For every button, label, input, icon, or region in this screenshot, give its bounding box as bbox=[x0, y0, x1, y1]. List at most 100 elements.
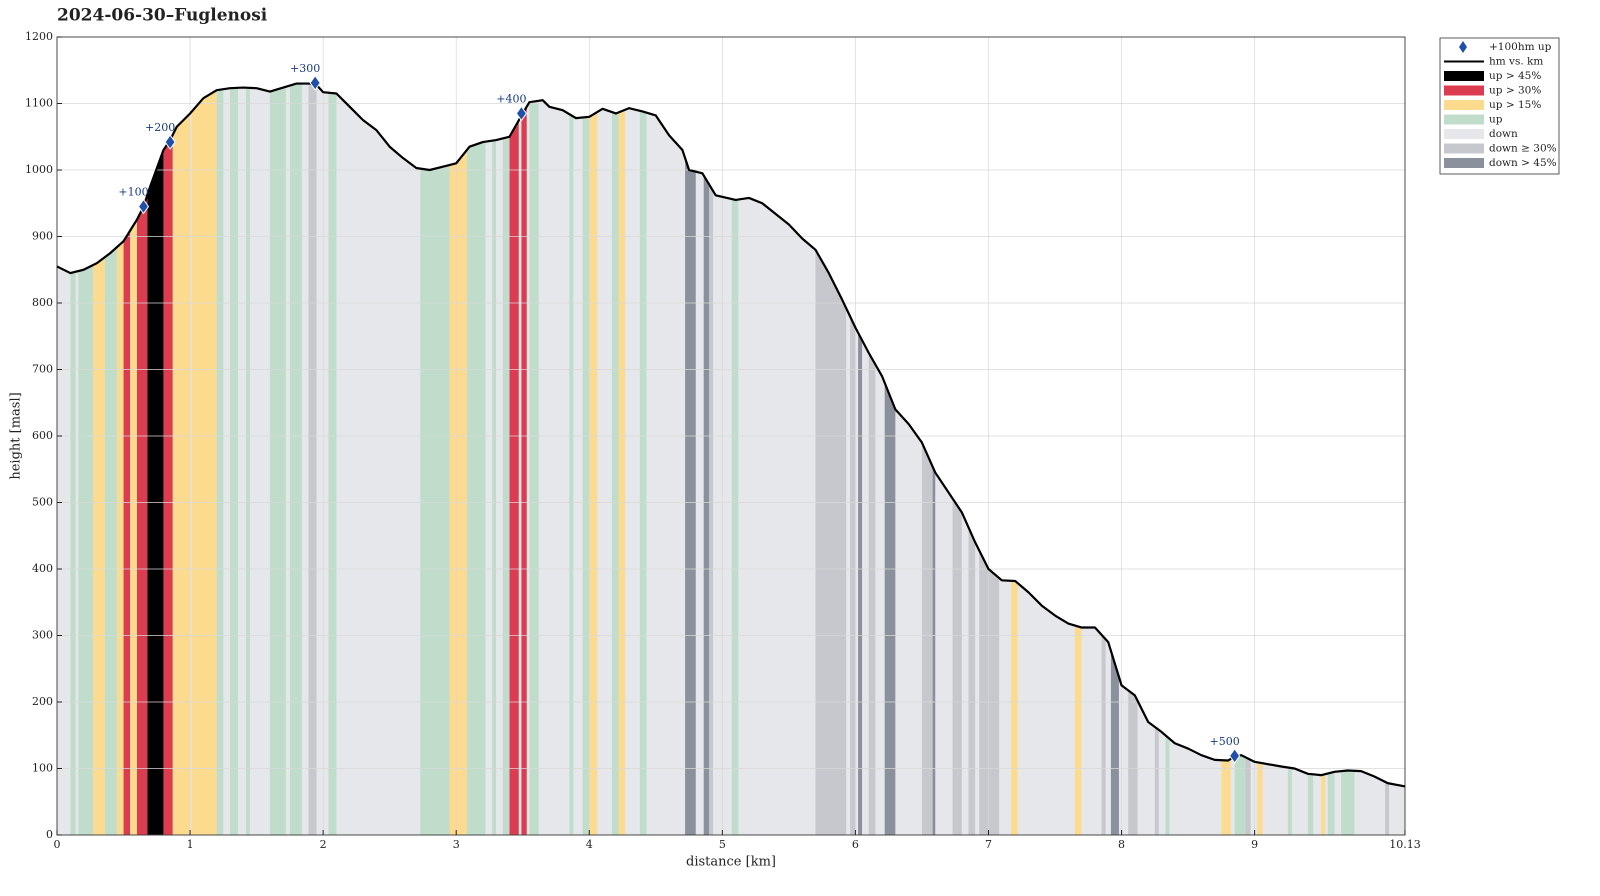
x-tick-label: 6 bbox=[852, 838, 859, 851]
zone-band bbox=[289, 83, 302, 835]
legend-swatch bbox=[1444, 85, 1484, 96]
zone-band bbox=[868, 83, 876, 835]
zone-band bbox=[639, 83, 647, 835]
legend-marker bbox=[1459, 41, 1467, 53]
zone-band bbox=[703, 83, 710, 835]
x-axis-label: distance [km] bbox=[686, 855, 776, 870]
zone-band bbox=[172, 83, 191, 835]
zone-band bbox=[308, 83, 317, 835]
plot-frame bbox=[56, 36, 1406, 836]
zone-band bbox=[466, 83, 486, 835]
legend-swatch bbox=[1444, 100, 1484, 110]
y-tick-label: 1100 bbox=[25, 97, 53, 110]
zone-band bbox=[502, 83, 510, 835]
y-tick-label: 600 bbox=[32, 429, 53, 442]
hm-marker-label: +100 bbox=[118, 186, 148, 199]
zone-band bbox=[92, 83, 105, 835]
y-tick-label: 100 bbox=[32, 762, 53, 775]
zone-band bbox=[123, 83, 131, 835]
zone-band bbox=[685, 83, 696, 835]
y-tick-label: 0 bbox=[46, 828, 53, 841]
zone-band bbox=[509, 83, 519, 835]
y-tick-label: 500 bbox=[32, 496, 53, 509]
x-tick-label: 10.13 bbox=[1389, 838, 1421, 851]
zone-band bbox=[147, 83, 164, 835]
hm-marker bbox=[137, 198, 150, 215]
zone-band bbox=[245, 83, 250, 835]
legend-label: up > 45% bbox=[1489, 70, 1541, 82]
x-tick-label: 8 bbox=[1118, 838, 1125, 851]
zone-band bbox=[191, 83, 217, 835]
x-tick-label: 4 bbox=[586, 838, 593, 851]
zone-band bbox=[420, 83, 450, 835]
zone-band bbox=[709, 83, 714, 835]
profile-line bbox=[56, 82, 1406, 788]
zone-band bbox=[130, 83, 137, 835]
legend-label: down ≥ 30% bbox=[1489, 143, 1557, 155]
x-tick-label: 7 bbox=[985, 838, 992, 851]
hm-marker-label: +200 bbox=[145, 121, 175, 134]
zone-band bbox=[731, 83, 739, 835]
zone-band bbox=[229, 83, 238, 835]
legend-label: down > 45% bbox=[1489, 157, 1557, 169]
y-tick-label: 400 bbox=[32, 562, 53, 575]
hm-marker bbox=[164, 134, 176, 150]
hm-marker-label: +300 bbox=[290, 62, 320, 75]
zone-band bbox=[582, 83, 590, 835]
zone-band bbox=[104, 83, 117, 835]
zone-band bbox=[884, 83, 896, 835]
zone-band bbox=[136, 83, 148, 835]
x-tick-label: 5 bbox=[719, 838, 726, 851]
legend-swatch bbox=[1444, 143, 1484, 154]
hm-marker bbox=[515, 105, 528, 122]
zone-band bbox=[328, 83, 337, 835]
y-tick-label: 200 bbox=[32, 695, 53, 708]
zone-band bbox=[569, 83, 574, 835]
x-tick-label: 9 bbox=[1251, 838, 1258, 851]
hm-marker bbox=[1229, 748, 1241, 764]
x-tick-label: 3 bbox=[453, 838, 460, 851]
legend-label: up bbox=[1489, 114, 1503, 126]
zone-band bbox=[921, 83, 933, 835]
zone-band bbox=[163, 83, 173, 835]
hm-marker-label: +400 bbox=[496, 92, 526, 105]
zone-band bbox=[611, 83, 619, 835]
y-tick-label: 300 bbox=[32, 629, 53, 642]
legend-swatch bbox=[1444, 71, 1484, 81]
legend-swatch bbox=[1444, 114, 1484, 125]
y-tick-label: 800 bbox=[32, 296, 53, 309]
zone-band bbox=[70, 83, 76, 835]
profile-area bbox=[57, 83, 1405, 836]
x-tick-label: 0 bbox=[54, 838, 61, 851]
zone-band bbox=[78, 83, 93, 835]
y-tick-label: 700 bbox=[32, 363, 53, 376]
legend-label: hm vs. km bbox=[1489, 56, 1543, 68]
hm-marker-label: +500 bbox=[1210, 735, 1240, 748]
legend-swatch bbox=[1444, 158, 1484, 168]
zone-band bbox=[521, 83, 527, 835]
zone-band bbox=[529, 83, 539, 835]
hm-marker bbox=[309, 75, 321, 91]
zone-band bbox=[850, 83, 856, 835]
y-tick-label: 900 bbox=[32, 230, 53, 243]
zone-band bbox=[618, 83, 626, 835]
legend-label: up > 15% bbox=[1489, 99, 1541, 111]
legend-label: +100hm up bbox=[1489, 41, 1552, 53]
zone-band bbox=[116, 83, 124, 835]
legend-swatch bbox=[1444, 129, 1484, 139]
legend-label: up > 30% bbox=[1489, 85, 1541, 97]
zone-band bbox=[269, 83, 286, 835]
zone-band bbox=[216, 83, 224, 835]
y-tick-label: 1200 bbox=[25, 30, 53, 43]
zone-band bbox=[858, 83, 863, 835]
legend-label: down bbox=[1489, 128, 1518, 140]
x-tick-label: 1 bbox=[187, 838, 194, 851]
chart-title: 2024-06-30–Fuglenosi bbox=[57, 6, 268, 26]
x-tick-label: 2 bbox=[320, 838, 327, 851]
zone-band bbox=[449, 83, 467, 835]
zone-band bbox=[492, 83, 497, 835]
y-tick-label: 1000 bbox=[25, 163, 53, 176]
y-axis-label: height [masl] bbox=[9, 392, 24, 479]
